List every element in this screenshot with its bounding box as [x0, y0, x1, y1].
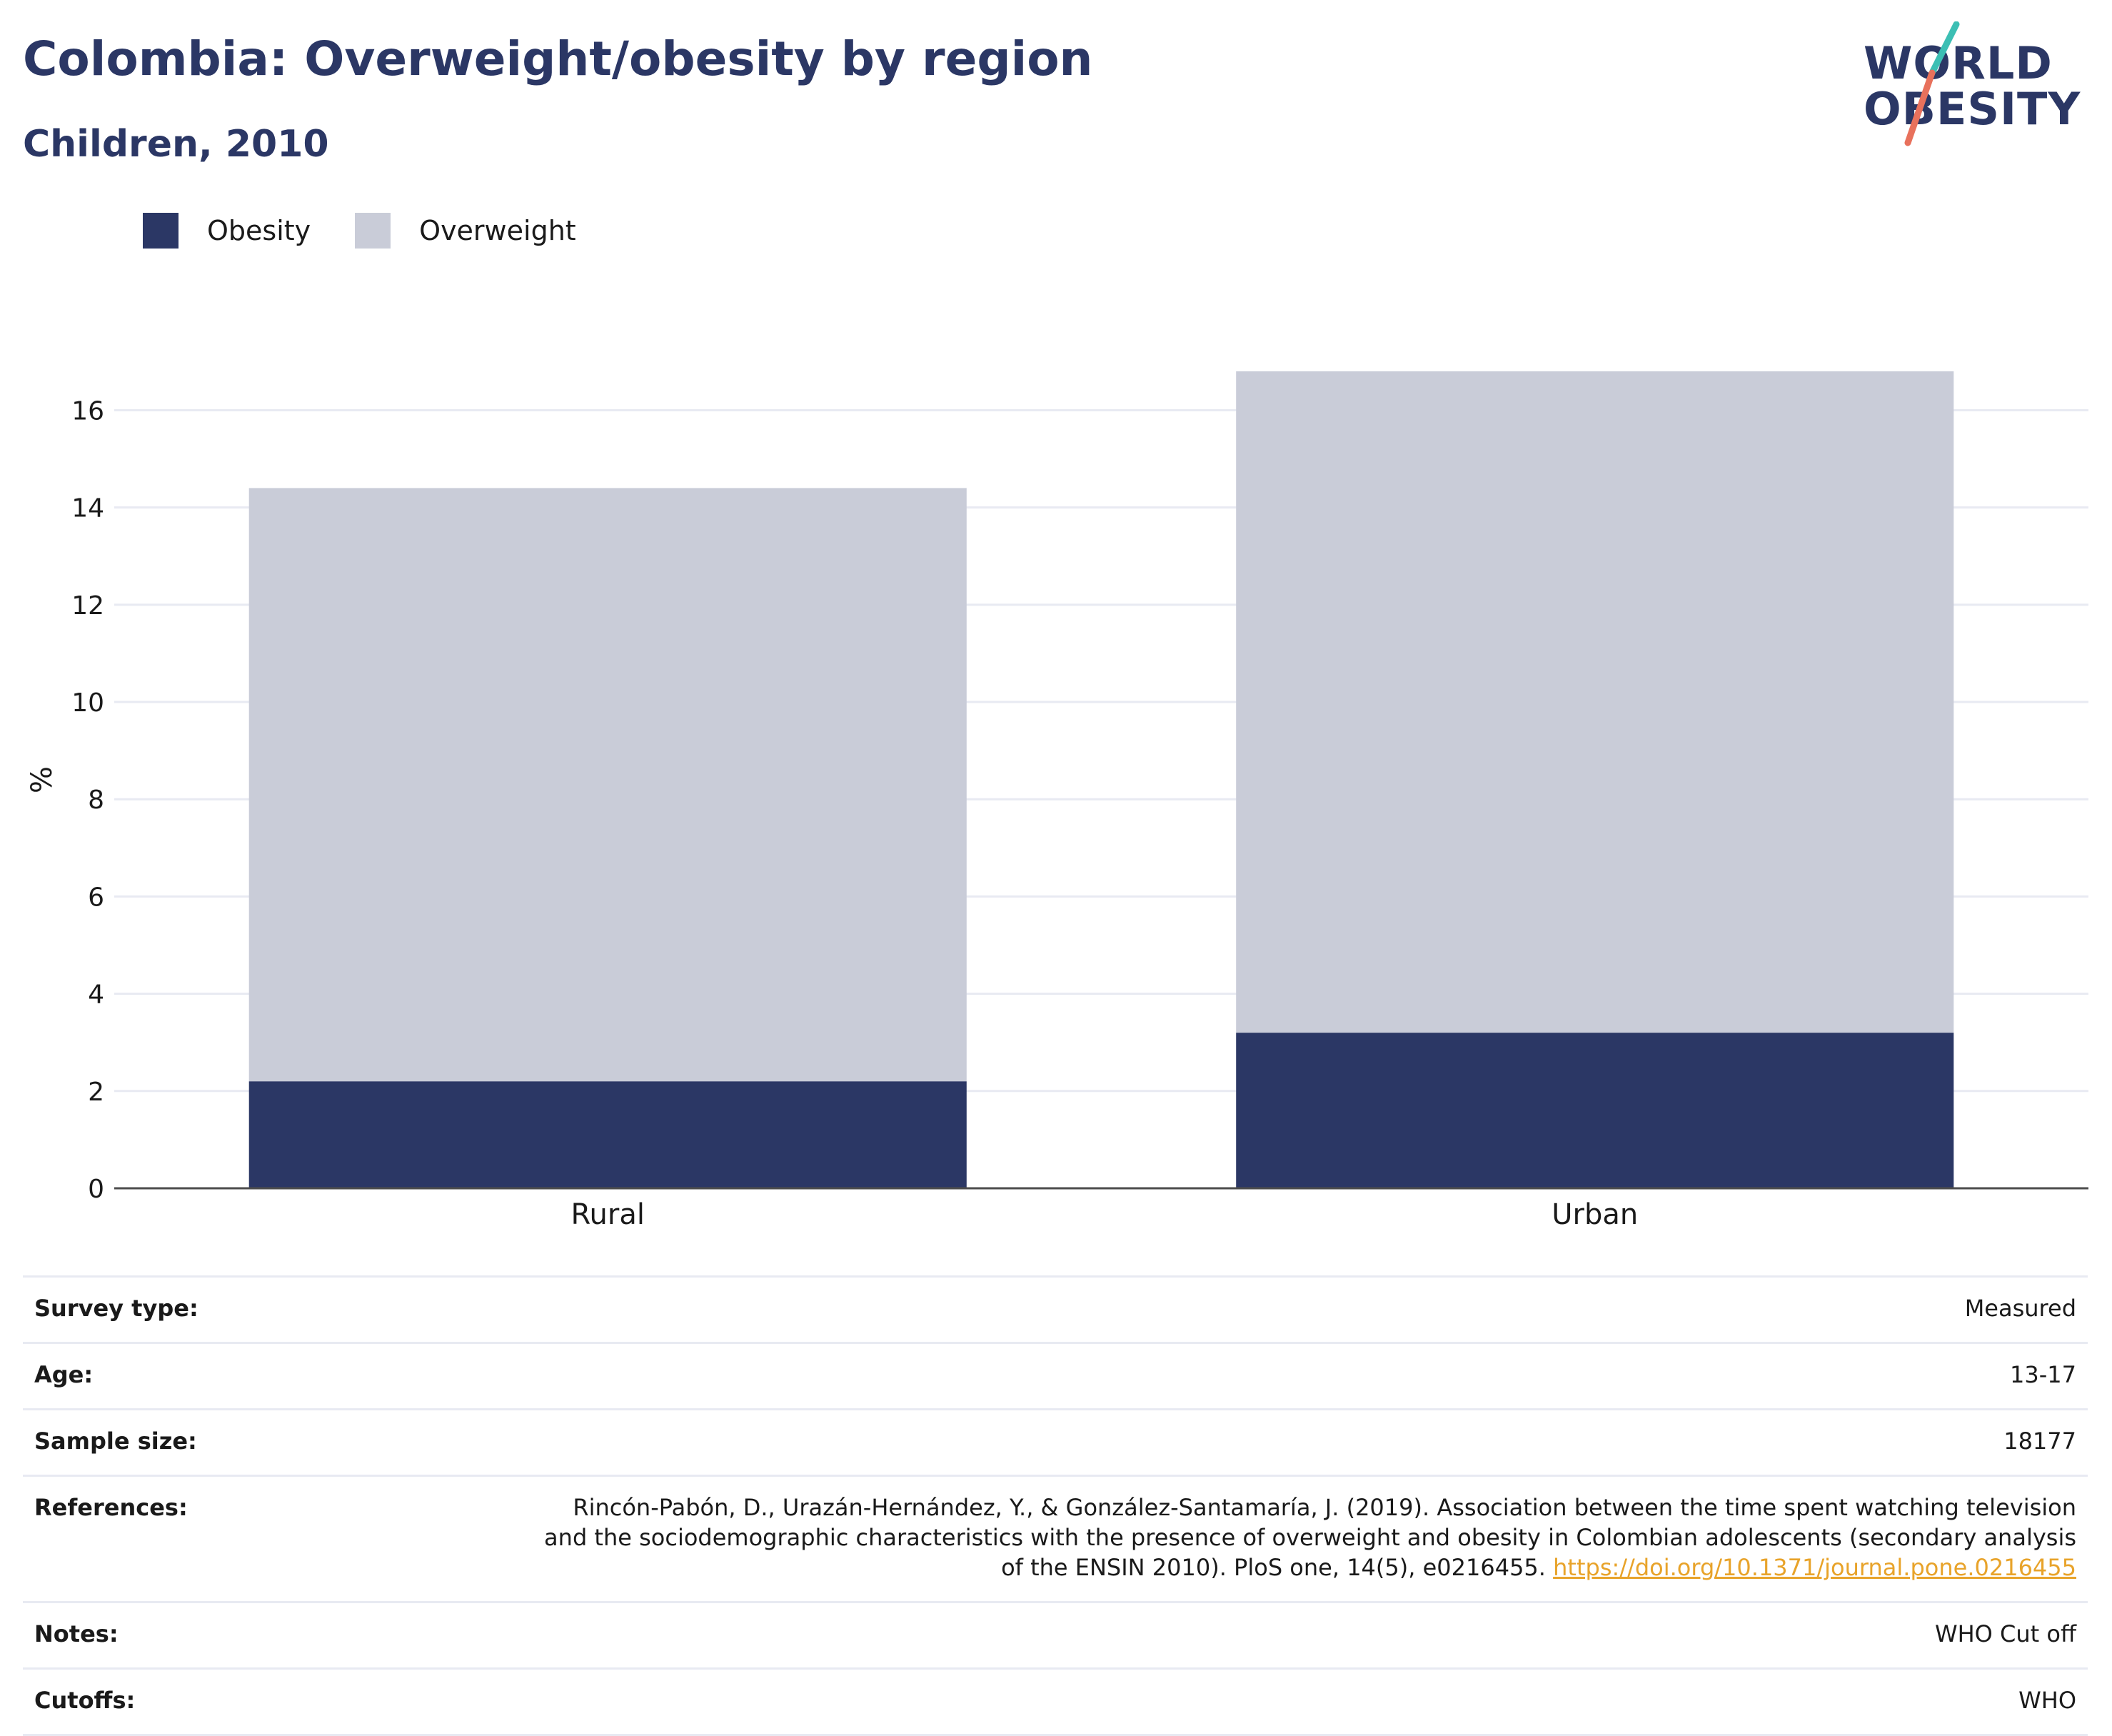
logo-slash-icon	[1904, 21, 1960, 146]
meta-value: 13-17	[2010, 1361, 2076, 1388]
meta-label: Notes:	[34, 1620, 119, 1647]
meta-label: Survey type:	[34, 1295, 198, 1322]
legend-swatch-obesity	[143, 213, 178, 249]
chart-legend: Obesity Overweight	[143, 213, 620, 249]
bar-obesity-rural	[248, 1081, 967, 1188]
meta-value: WHO Cut off	[1934, 1620, 2076, 1647]
y-tick-label: 4	[88, 980, 104, 1010]
meta-row-references: References: Rincón-Pabón, D., Urazán-Her…	[23, 1475, 2088, 1601]
meta-label: References:	[34, 1494, 188, 1521]
meta-row-age: Age: 13-17	[23, 1342, 2088, 1408]
y-tick-label: 6	[88, 883, 104, 912]
meta-row-sample-size: Sample size: 18177	[23, 1408, 2088, 1475]
meta-row-notes: Notes: WHO Cut off	[23, 1601, 2088, 1667]
legend-item-overweight[interactable]: Overweight	[355, 213, 576, 249]
bar-overweight-rural	[248, 488, 967, 1082]
meta-row-survey-type: Survey type: Measured	[23, 1275, 2088, 1342]
bar-overweight-urban	[1236, 371, 1954, 1033]
legend-item-obesity[interactable]: Obesity	[143, 213, 311, 249]
reference-doi-link[interactable]: https://doi.org/10.1371/journal.pone.021…	[1553, 1554, 2076, 1581]
y-tick-label: 2	[88, 1078, 104, 1107]
meta-row-cutoffs: Cutoffs: WHO	[23, 1667, 2088, 1736]
logo-text-obesity: OBESITY	[1864, 83, 2081, 135]
metadata-table: Survey type: Measured Age: 13-17 Sample …	[23, 1275, 2088, 1736]
meta-value-references: Rincón-Pabón, D., Urazán-Hernández, Y., …	[541, 1492, 2076, 1582]
reference-text: Rincón-Pabón, D., Urazán-Hernández, Y., …	[544, 1494, 2076, 1581]
y-tick-label: 12	[71, 591, 104, 621]
legend-label-obesity: Obesity	[207, 215, 311, 246]
y-tick-label: 14	[71, 494, 104, 523]
meta-label: Sample size:	[34, 1428, 197, 1455]
y-tick-label: 10	[71, 688, 104, 718]
logo-text-world: WORLD	[1864, 37, 2053, 89]
y-axis-label: %	[26, 766, 59, 793]
meta-value: 18177	[2003, 1428, 2076, 1455]
meta-value: WHO	[2018, 1687, 2076, 1714]
meta-value: Measured	[1964, 1295, 2076, 1322]
y-tick-label: 8	[88, 786, 104, 815]
world-obesity-logo: WORLD OBESITY	[1856, 21, 2099, 150]
y-tick-label: 16	[71, 396, 104, 426]
legend-swatch-overweight	[355, 213, 391, 249]
stacked-bar-chart: 0 2 4 6 8 10 12 14 16% Rural Urban	[26, 371, 2088, 1231]
x-tick-label: Rural	[571, 1198, 645, 1231]
bar-obesity-urban	[1236, 1033, 1954, 1188]
chart-title: Colombia: Overweight/obesity by region	[23, 31, 1093, 86]
y-tick-label: 0	[88, 1175, 104, 1204]
legend-label-overweight: Overweight	[419, 215, 576, 246]
meta-label: Cutoffs:	[34, 1687, 136, 1714]
meta-label: Age:	[34, 1361, 94, 1388]
x-tick-label: Urban	[1552, 1198, 1638, 1231]
chart-subtitle: Children, 2010	[23, 123, 329, 166]
